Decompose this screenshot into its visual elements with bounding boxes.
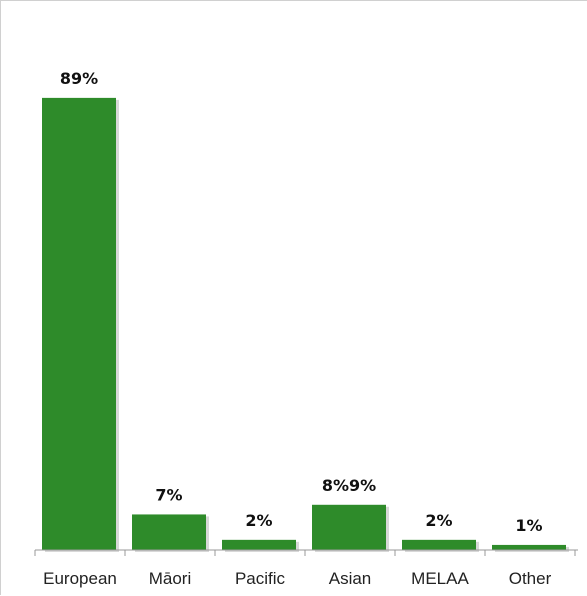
- data-label-other: 1%: [515, 516, 542, 535]
- labels-layer: 89% European 7% Māori 2% Pacific 8%9% Asian 2% ME…: [43, 69, 551, 588]
- category-label-maori: Māori: [149, 569, 192, 588]
- category-label-pacific: Pacific: [235, 569, 286, 588]
- category-label-asian: Asian: [329, 569, 372, 588]
- bars-layer: [42, 97, 569, 552]
- category-label-melaa: MELAA: [411, 569, 469, 588]
- data-label-asian: 8%9%: [322, 476, 376, 495]
- data-label-pacific: 2%: [245, 511, 272, 530]
- bar-other: [492, 544, 566, 550]
- bar-melaa: [402, 539, 476, 550]
- data-label-melaa: 2%: [425, 511, 452, 530]
- bar-maori: [132, 514, 206, 550]
- bar-pacific: [222, 539, 296, 550]
- category-label-european: European: [43, 569, 117, 588]
- data-label-european: 89%: [60, 69, 98, 88]
- bar-asian: [312, 504, 386, 550]
- data-label-maori: 7%: [155, 485, 182, 504]
- bar-european: [42, 97, 116, 550]
- category-label-other: Other: [509, 569, 552, 588]
- x-axis: [34, 549, 578, 556]
